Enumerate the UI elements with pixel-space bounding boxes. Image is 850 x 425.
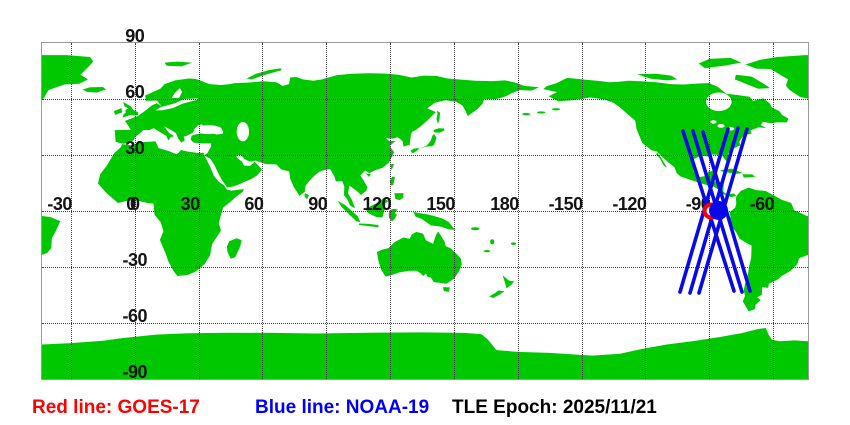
legend-tle-epoch-label: TLE Epoch: 2025/11/21 bbox=[452, 397, 657, 418]
gridline-lon-90 bbox=[326, 43, 328, 379]
gridline-lon--150 bbox=[581, 43, 583, 379]
lon-label-150: 150 bbox=[426, 194, 455, 214]
land-antarctica bbox=[42, 328, 808, 379]
lon-label-180: 180 bbox=[490, 194, 519, 214]
lon-label--120: -120 bbox=[612, 194, 647, 214]
lat-label-30: 30 bbox=[125, 138, 145, 158]
gridline-lon--60 bbox=[773, 43, 775, 379]
gridline-lon-60 bbox=[262, 43, 264, 379]
gridline-lat--60 bbox=[42, 323, 808, 324]
gridline-lon-120 bbox=[390, 43, 392, 379]
lon-label--90: -90 bbox=[685, 194, 711, 214]
gridline-lat-30 bbox=[42, 155, 808, 156]
gridline-lon--120 bbox=[645, 43, 647, 379]
lon-label--30: -30 bbox=[47, 194, 72, 214]
gridline-lon-180 bbox=[517, 43, 519, 379]
lon-label-120: 120 bbox=[362, 194, 392, 214]
lat-label-60: 60 bbox=[125, 82, 145, 102]
gridline-lon--30 bbox=[70, 43, 72, 379]
gridline-lat--30 bbox=[42, 267, 808, 268]
gridline-lat-60 bbox=[42, 99, 808, 100]
lon-label--60: -60 bbox=[749, 194, 775, 214]
legend-goes17-label: Red line: GOES-17 bbox=[32, 397, 200, 418]
legend-noaa19-label: Blue line: NOAA-19 bbox=[255, 397, 430, 418]
lat-label-90: 90 bbox=[125, 26, 145, 46]
lon-label-90: 90 bbox=[308, 194, 328, 214]
gridline-lat-0 bbox=[42, 211, 808, 212]
lat-label--30: -30 bbox=[122, 250, 148, 270]
world-map bbox=[42, 55, 808, 379]
gridline-lon-150 bbox=[453, 43, 455, 379]
lon-label--150: -150 bbox=[548, 194, 584, 214]
lon-label-60: 60 bbox=[244, 194, 264, 214]
gridline-lon-0 bbox=[134, 43, 136, 379]
lat-label--60: -60 bbox=[122, 306, 148, 326]
gridline-lon-30 bbox=[198, 43, 200, 379]
lon-label-30: 30 bbox=[180, 194, 201, 214]
lat-label--90: -90 bbox=[122, 362, 148, 382]
lon-label-0: 0 bbox=[126, 194, 136, 214]
lat-label-0: 0 bbox=[130, 194, 140, 214]
world-copy-west bbox=[522, 55, 808, 312]
